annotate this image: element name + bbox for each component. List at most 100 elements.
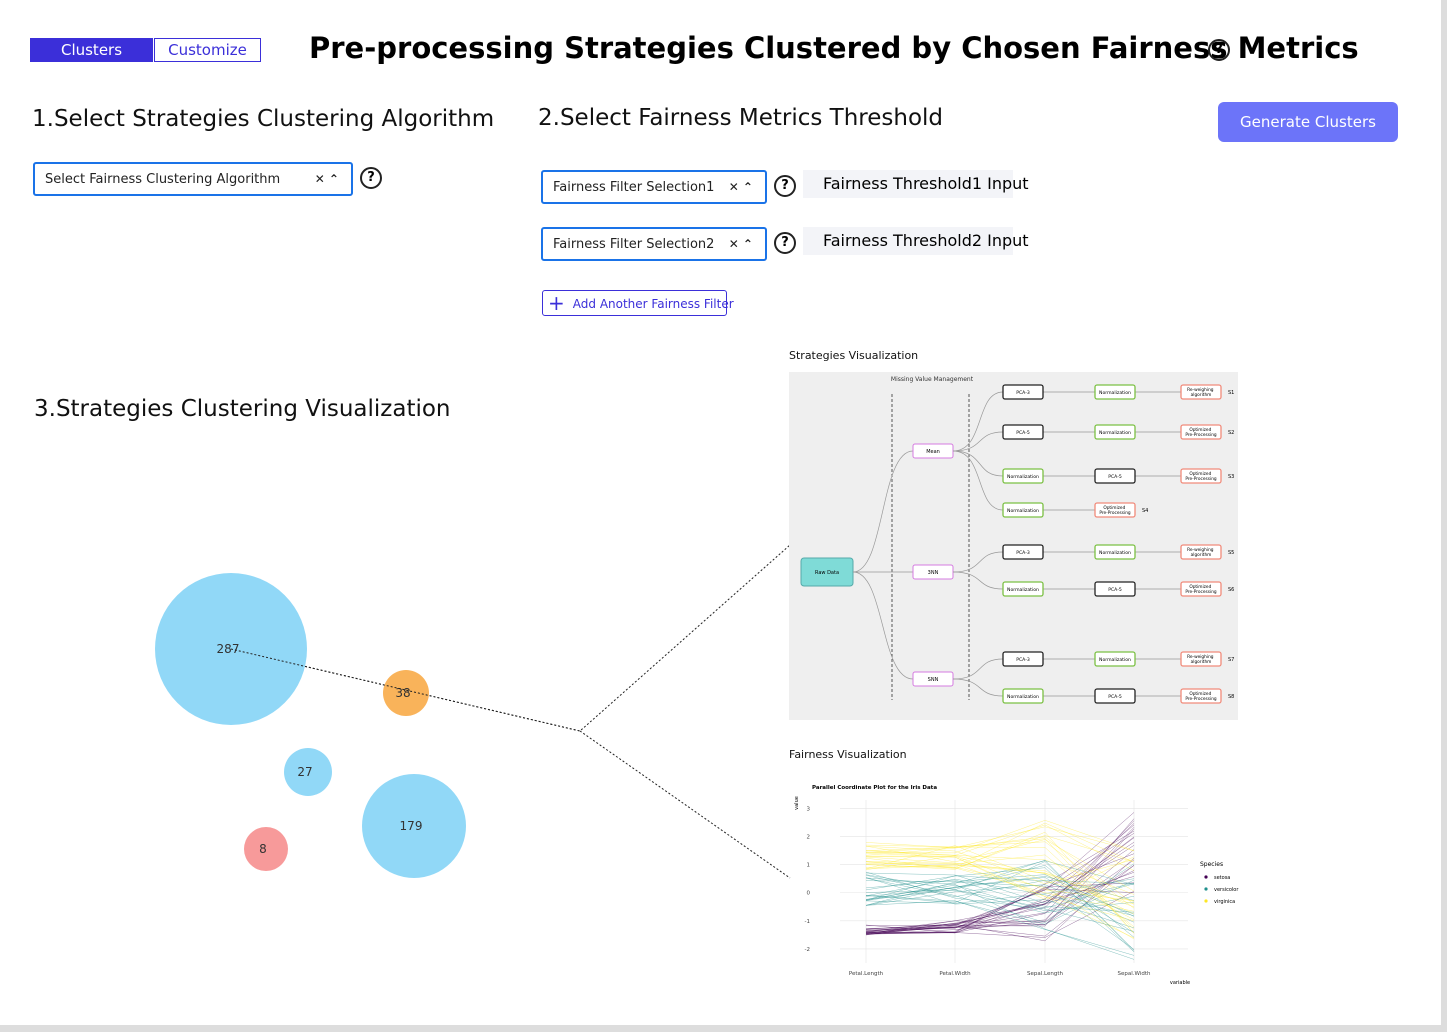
select[interactable]: Fairness Filter Selection1 ✕ ⌃ — [541, 170, 767, 204]
y-tick-label: 1 — [807, 863, 811, 869]
connector — [230, 544, 791, 732]
cluster-label: 38 — [395, 686, 410, 700]
illustration-line — [865, 845, 1135, 885]
illustration-line — [865, 838, 1135, 934]
x-axis-label: variable — [1170, 980, 1190, 986]
cluster-bubble[interactable] — [383, 670, 429, 716]
illustration-line — [865, 826, 1135, 852]
illustration-line — [865, 828, 1135, 935]
step-node — [1180, 384, 1222, 400]
step-label: Re-weighing algorithm — [1187, 387, 1215, 398]
step-label: Normalization — [1099, 390, 1131, 396]
y-tick-label: 2 — [807, 835, 811, 841]
illustration-line — [865, 877, 1135, 960]
step-label-line: Pre-Processing — [1185, 432, 1217, 438]
select-controls: ✕ ⌃ — [314, 172, 339, 186]
step-label: Normalization — [1099, 430, 1131, 436]
illustration-line — [865, 835, 1135, 869]
step-label: Normalization — [1007, 694, 1039, 700]
stage-label: Missing Value Management — [891, 376, 974, 383]
illustration-line — [865, 841, 1135, 909]
cluster-label: 8 — [259, 842, 267, 856]
edge — [952, 551, 1004, 573]
select-text: Fairness Filter Selection1 — [553, 179, 715, 195]
step-node — [1002, 544, 1044, 560]
illustration-line — [865, 822, 1135, 868]
step-label: Optimized Pre-Processing — [1099, 505, 1131, 516]
select-controls: ✕ ⌃ — [728, 237, 753, 251]
legend-swatch — [1204, 899, 1208, 903]
step-node — [1002, 502, 1044, 518]
illustration-line — [865, 845, 1135, 930]
step-node — [1094, 581, 1136, 597]
select[interactable]: Fairness Filter Selection2 ✕ ⌃ — [541, 227, 767, 261]
edge — [1441, 0, 1447, 1032]
step-node — [1180, 468, 1222, 484]
help-icon[interactable]: ? — [774, 175, 796, 197]
step-label: Re-weighing algorithm — [1187, 654, 1215, 665]
illustration-line — [865, 871, 1135, 932]
edge — [952, 571, 1004, 590]
cluster-bubble[interactable] — [244, 827, 288, 871]
step-node — [1002, 468, 1044, 484]
illustration-line — [865, 884, 1135, 923]
threshold-input[interactable]: Fairness Threshold1 Input — [803, 170, 1029, 198]
step-label: PCA-5 — [1108, 587, 1122, 593]
cluster-bubble[interactable] — [362, 774, 466, 878]
edge — [952, 678, 1004, 697]
illustration-line — [865, 861, 1135, 951]
legend-swatch — [1204, 875, 1208, 879]
tab-customize[interactable]: Customize — [154, 38, 261, 62]
y-tick-label: -1 — [805, 919, 810, 925]
add-filter-button[interactable]: + Add Another Fairness Filter — [542, 290, 734, 316]
step-label: Normalization — [1007, 508, 1039, 514]
step-label-line: algorithm — [1191, 392, 1212, 398]
illustration-line — [865, 879, 1135, 913]
legend-swatch — [1204, 887, 1208, 891]
illustration-line — [865, 865, 1135, 938]
select[interactable]: Select Fairness Clustering Algorithm ✕ ⌃ — [33, 162, 353, 196]
threshold-input[interactable]: Fairness Threshold2 Input — [803, 227, 1029, 255]
step-label: Optimized Pre-Processing — [1185, 691, 1217, 702]
help-icon[interactable]: ? — [1208, 39, 1230, 61]
generate-button[interactable]: Generate Clusters — [1218, 102, 1398, 142]
help-icon[interactable]: ? — [360, 167, 382, 189]
y-tick-label: -2 — [805, 947, 810, 953]
legend-title: Species — [1200, 861, 1223, 868]
illustration-line — [865, 820, 1135, 934]
x-tick-label: Petal.Width — [939, 971, 971, 977]
illustration-line — [865, 900, 1135, 956]
chart-title: Parallel Coordinate Plot for the Iris Da… — [812, 785, 937, 791]
edge — [952, 431, 1004, 452]
step-label-line: Pre-Processing — [1185, 696, 1217, 702]
illustration-line — [865, 861, 1135, 940]
cluster-bubble[interactable] — [284, 748, 332, 796]
step-label-line: Pre-Processing — [1185, 589, 1217, 595]
strategy-label: S5 — [1228, 550, 1234, 556]
group-label: 3NN — [928, 570, 939, 576]
tab-clusters[interactable]: Clusters — [30, 38, 153, 62]
edge — [952, 658, 1004, 680]
illustration-line — [865, 854, 1135, 928]
step-label-line: Optimized — [1189, 691, 1212, 697]
cluster-label: 27 — [297, 765, 312, 779]
cluster-label: 179 — [400, 819, 423, 833]
step-label: PCA-5 — [1016, 430, 1030, 436]
step-node — [1094, 502, 1136, 518]
strategy-label: S8 — [1228, 694, 1234, 700]
cluster-label: 287 — [217, 642, 240, 656]
help-icon[interactable]: ? — [774, 232, 796, 254]
illustration-line — [865, 881, 1135, 950]
illustration-line — [865, 889, 1135, 914]
step-label: Optimized Pre-Processing — [1185, 471, 1217, 482]
legend-label: setosa — [1214, 875, 1230, 881]
step-node — [1180, 544, 1222, 560]
step-label: PCA-3 — [1016, 657, 1030, 663]
step-node — [1094, 688, 1136, 704]
step-label: Normalization — [1099, 657, 1131, 663]
legend-label: virginica — [1214, 899, 1235, 905]
select-controls: ✕ ⌃ — [728, 180, 753, 194]
y-tick-label: 3 — [807, 806, 811, 812]
illustration-line — [865, 824, 1135, 871]
